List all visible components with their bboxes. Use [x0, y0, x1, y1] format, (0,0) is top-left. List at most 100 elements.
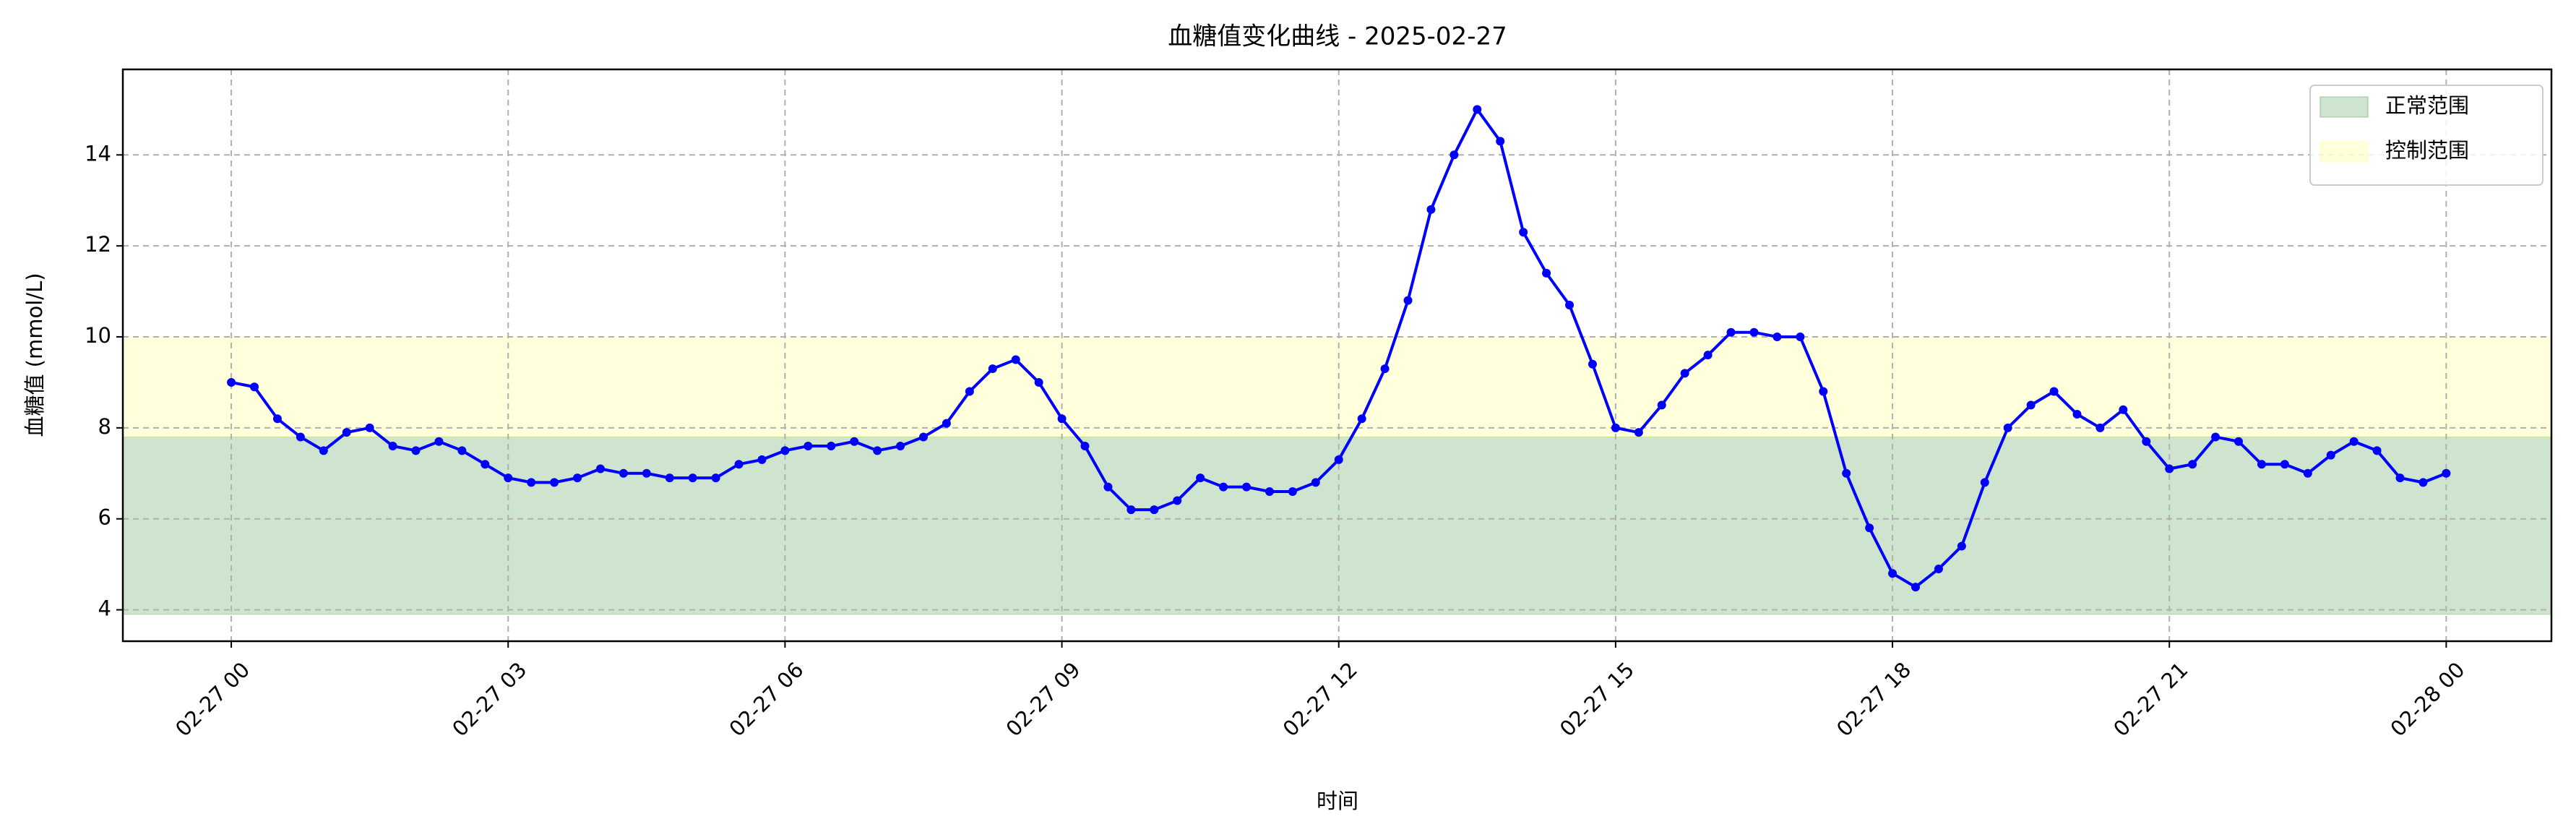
- point: [1265, 487, 1274, 496]
- point: [504, 473, 513, 483]
- legend-label: 正常范围: [2385, 93, 2469, 118]
- point: [734, 460, 744, 469]
- point: [1703, 351, 1713, 360]
- point: [411, 446, 421, 455]
- point: [1057, 414, 1067, 424]
- y-tick-label: 4: [98, 596, 111, 621]
- point: [481, 460, 490, 469]
- point: [2395, 473, 2405, 483]
- legend-label: 控制范围: [2385, 138, 2469, 163]
- point: [2072, 409, 2082, 419]
- point: [1173, 496, 1182, 505]
- point: [711, 473, 720, 483]
- point: [296, 432, 305, 442]
- point: [2442, 468, 2451, 478]
- range-band: [122, 436, 2552, 615]
- point: [1634, 428, 1643, 437]
- point: [527, 478, 536, 487]
- point: [988, 364, 997, 374]
- point: [1011, 355, 1020, 364]
- point: [342, 428, 351, 437]
- plot-frame: [121, 68, 2553, 643]
- point: [1426, 205, 1436, 214]
- point: [2188, 460, 2197, 469]
- legend-swatch: [2319, 141, 2369, 163]
- point: [804, 442, 813, 451]
- point: [1588, 359, 1597, 369]
- point: [1496, 137, 1505, 146]
- point: [1542, 268, 1551, 278]
- point: [1034, 377, 1043, 387]
- point: [1103, 482, 1113, 492]
- point: [642, 468, 651, 478]
- x-tick-label: 02-27 12: [1278, 657, 1362, 741]
- point: [1403, 296, 1413, 305]
- point: [595, 464, 605, 473]
- point: [1127, 505, 1136, 515]
- point: [965, 387, 974, 396]
- point: [619, 468, 628, 478]
- point: [2211, 432, 2220, 442]
- point: [1772, 333, 1782, 342]
- point: [1288, 487, 1297, 496]
- point: [250, 382, 259, 392]
- point: [896, 442, 905, 451]
- point: [2003, 423, 2012, 432]
- point: [1796, 333, 1805, 342]
- point: [1842, 468, 1851, 478]
- x-tick-label: 02-27 15: [1555, 657, 1639, 741]
- point: [2049, 387, 2059, 396]
- point: [1334, 455, 1343, 464]
- point: [1150, 505, 1159, 515]
- x-tick-label: 02-27 03: [447, 657, 531, 741]
- point: [1980, 478, 1989, 487]
- y-tick-label: 10: [85, 323, 111, 348]
- point: [688, 473, 697, 483]
- point: [1196, 473, 1205, 483]
- point: [873, 446, 882, 455]
- point: [365, 423, 374, 432]
- point: [1449, 150, 1459, 160]
- legend-box: [2309, 85, 2543, 186]
- x-tick-label: 02-28 00: [2385, 657, 2469, 741]
- point: [942, 419, 951, 428]
- point: [1219, 482, 1228, 492]
- y-tick-label: 6: [98, 505, 111, 530]
- point: [1888, 569, 1897, 578]
- point: [1726, 327, 1736, 337]
- range-band: [122, 336, 2552, 437]
- x-tick-label: 02-27 09: [1001, 657, 1085, 741]
- point: [2095, 423, 2105, 432]
- point: [665, 473, 674, 483]
- point: [1565, 300, 1575, 309]
- chart-title: 血糖值变化曲线 - 2025-02-27: [1168, 22, 1507, 51]
- point: [1380, 364, 1390, 374]
- point: [388, 442, 397, 451]
- y-tick-label: 12: [85, 232, 111, 257]
- legend-swatch: [2319, 96, 2369, 118]
- point: [2234, 437, 2244, 446]
- point: [319, 446, 328, 455]
- y-axis-label: 血糖值 (mmol/L): [22, 273, 47, 437]
- point: [2280, 460, 2289, 469]
- point: [2165, 464, 2174, 473]
- point: [827, 442, 836, 451]
- point: [1657, 400, 1666, 410]
- x-tick-label: 02-27 06: [724, 657, 808, 741]
- point: [2119, 405, 2128, 414]
- point: [1473, 105, 1482, 114]
- point: [2326, 450, 2335, 460]
- point: [1957, 541, 1966, 551]
- x-axis-label: 时间: [1317, 789, 1358, 813]
- point: [1934, 564, 1943, 573]
- point: [1819, 387, 1828, 396]
- point: [757, 455, 767, 464]
- point: [780, 446, 790, 455]
- point: [2026, 400, 2036, 410]
- point: [1242, 482, 1252, 492]
- point: [1865, 523, 1874, 533]
- point: [1611, 423, 1620, 432]
- point: [2418, 478, 2428, 487]
